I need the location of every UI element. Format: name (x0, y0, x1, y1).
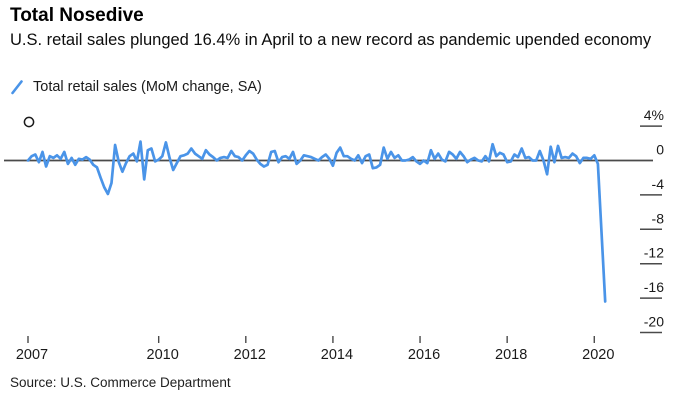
ring-marker-icon (23, 116, 35, 128)
x-axis-label: 2010 (147, 347, 179, 363)
x-axis-label: 2016 (408, 347, 440, 363)
x-axis-label: 2020 (582, 347, 614, 363)
y-axis-label: -4 (652, 176, 665, 192)
y-axis-label: -8 (652, 210, 665, 226)
legend-label: Total retail sales (MoM change, SA) (33, 79, 262, 95)
legend: Total retail sales (MoM change, SA) (10, 79, 262, 95)
x-axis-label: 2012 (234, 347, 266, 363)
retail-sales-line (26, 140, 607, 303)
y-axis-label: -12 (644, 245, 664, 261)
legend-line-icon (11, 79, 23, 94)
y-axis-label: -20 (644, 314, 664, 330)
x-axis-label: 2018 (495, 347, 527, 363)
y-axis-label: 0 (656, 142, 664, 158)
x-axis-label: 2014 (321, 347, 353, 363)
x-axis-label: 2007 (16, 347, 48, 363)
y-axis-label: -16 (644, 279, 664, 295)
y-axis-label: 4% (644, 107, 664, 123)
source-note: Source: U.S. Commerce Department (10, 375, 231, 390)
chart-subtitle: U.S. retail sales plunged 16.4% in April… (10, 31, 652, 49)
legend-line-glyph (11, 79, 23, 94)
chart-title: Total Nosedive (10, 5, 144, 26)
